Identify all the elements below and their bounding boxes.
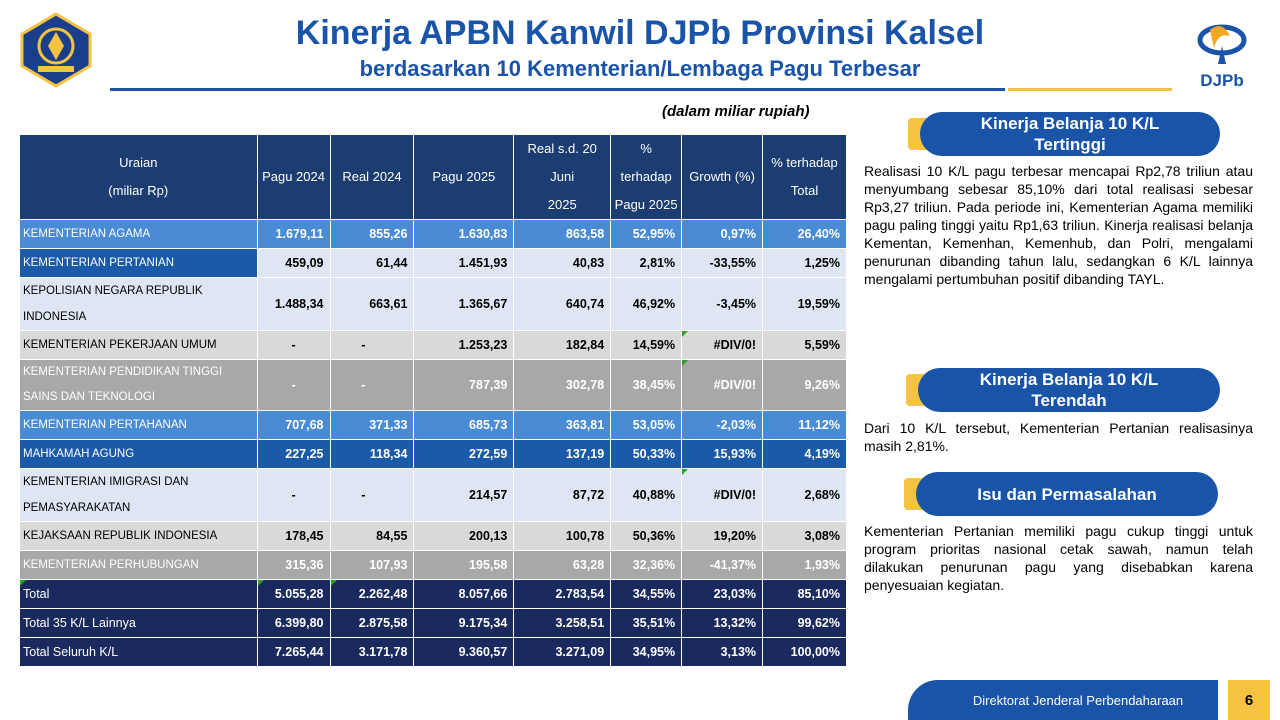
title-divider (110, 88, 1005, 91)
lowest-text: Dari 10 K/L tersebut, Kementerian Pertan… (864, 420, 1253, 454)
lowest-heading: Kinerja Belanja 10 K/L Terendah (906, 368, 1220, 412)
table-row: KEMENTERIAN PERTAHANAN 707,68 371,33 685… (19, 410, 847, 440)
djpb-logo: DJPb (1188, 18, 1256, 92)
table-row: KEMENTERIAN PERHUBUNGAN 315,36 107,93 19… (19, 550, 847, 580)
row-label: KEMENTERIAN PERTAHANAN (19, 410, 258, 440)
highest-heading-label: Kinerja Belanja 10 K/L Tertinggi (920, 112, 1220, 156)
footer-label: Direktorat Jenderal Perbendaharaan (908, 680, 1218, 720)
row-label: MAHKAMAH AGUNG (19, 439, 258, 469)
col-real-2025: Real s.d. 20 Juni 2025 (513, 134, 612, 220)
col-pagu-2024: Pagu 2024 (256, 134, 331, 220)
page-number: 6 (1228, 680, 1270, 720)
row-label: KEMENTERIAN PEKERJAAN UMUM (19, 330, 258, 360)
col-pct-pagu: % terhadap Pagu 2025 (610, 134, 683, 220)
row-label: KEMENTERIAN PERTANIAN (19, 248, 258, 278)
col-pct-total: % terhadap Total (762, 134, 847, 220)
row-label: Total 35 K/L Lainnya (19, 608, 258, 638)
issues-heading-label: Isu dan Permasalahan (916, 472, 1218, 516)
highest-text: Realisasi 10 K/L pagu terbesar mencapai … (864, 163, 1253, 287)
unit-note: (dalam miliar rupiah) (662, 103, 810, 120)
djpb-logo-text: DJPb (1200, 71, 1243, 90)
table-row: KEPOLISIAN NEGARA REPUBLIK INDONESIA 1.4… (19, 277, 847, 331)
col-real-2024: Real 2024 (329, 134, 415, 220)
highest-heading: Kinerja Belanja 10 K/L Tertinggi (908, 112, 1220, 156)
title-divider-accent (1008, 88, 1172, 91)
row-label: KEMENTERIAN PENDIDIKAN TINGGI SAINS DAN … (19, 359, 258, 411)
table-total-row: Total Seluruh K/L 7.265,44 3.171,78 9.36… (19, 637, 847, 667)
page-title: Kinerja APBN Kanwil DJPb Provinsi Kalsel (295, 14, 985, 52)
row-label: KEMENTERIAN PERHUBUNGAN (19, 550, 258, 580)
table-row: KEMENTERIAN AGAMA 1.679,11 855,26 1.630,… (19, 219, 847, 249)
col-growth: Growth (%) (681, 134, 764, 220)
row-label: Total Seluruh K/L (19, 637, 258, 667)
issues-text: Kementerian Pertanian memiliki pagu cuku… (864, 523, 1253, 593)
table-row: KEMENTERIAN PEKERJAAN UMUM - - 1.253,23 … (19, 330, 847, 360)
page-subtitle: berdasarkan 10 Kementerian/Lembaga Pagu … (359, 56, 921, 81)
row-label: KEMENTERIAN IMIGRASI DAN PEMASYARAKATAN (19, 468, 258, 522)
kl-performance-table: Uraian (miliar Rp) Pagu 2024 Real 2024 Pa… (19, 134, 847, 667)
table-row: KEMENTERIAN IMIGRASI DAN PEMASYARAKATAN … (19, 468, 847, 522)
table-total-row: Total 5.055,28 2.262,48 8.057,66 2.783,5… (19, 579, 847, 609)
row-label: KEMENTERIAN AGAMA (19, 219, 258, 249)
lowest-heading-label: Kinerja Belanja 10 K/L Terendah (918, 368, 1220, 412)
issues-heading: Isu dan Permasalahan (904, 472, 1218, 516)
col-pagu-2025: Pagu 2025 (413, 134, 515, 220)
table-total-row: Total 35 K/L Lainnya 6.399,80 2.875,58 9… (19, 608, 847, 638)
col-uraian: Uraian (miliar Rp) (19, 134, 258, 220)
row-label: Total (19, 579, 258, 609)
row-label: KEPOLISIAN NEGARA REPUBLIK INDONESIA (19, 277, 258, 331)
kemenkeu-logo (20, 12, 92, 88)
table-header-row: Uraian (miliar Rp) Pagu 2024 Real 2024 Pa… (19, 134, 847, 220)
row-label: KEJAKSAAN REPUBLIK INDONESIA (19, 521, 258, 551)
table-row: MAHKAMAH AGUNG 227,25 118,34 272,59 137,… (19, 439, 847, 469)
table-row: KEMENTERIAN PENDIDIKAN TINGGI SAINS DAN … (19, 359, 847, 411)
table-row: KEMENTERIAN PERTANIAN 459,09 61,44 1.451… (19, 248, 847, 278)
table-row: KEJAKSAAN REPUBLIK INDONESIA 178,45 84,5… (19, 521, 847, 551)
